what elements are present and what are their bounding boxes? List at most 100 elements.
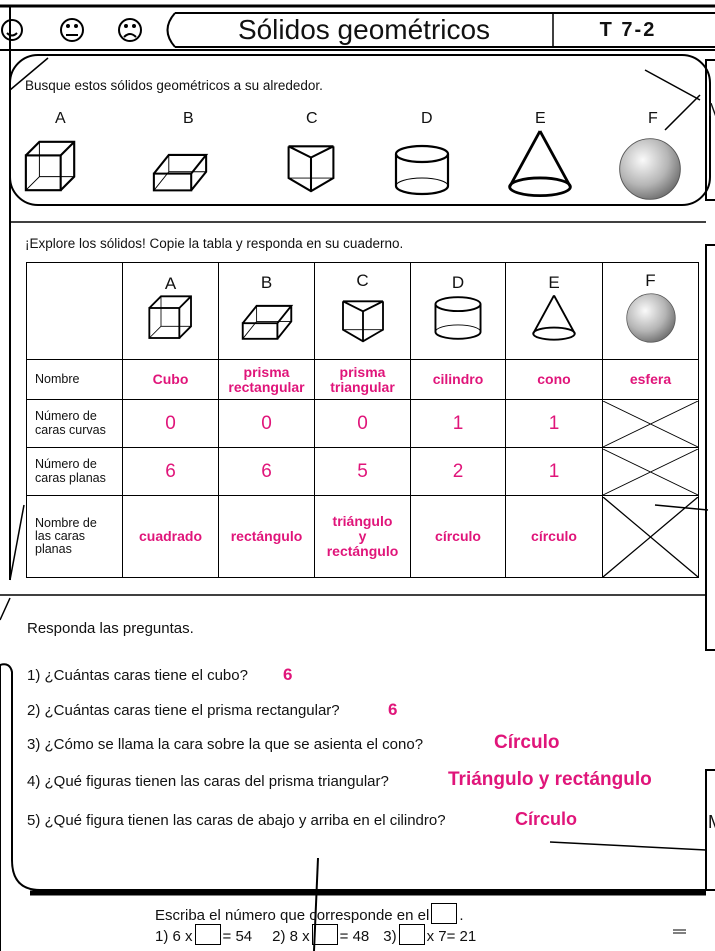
column-letter: A (164, 273, 177, 293)
frames (0, 4, 715, 951)
table-cell: cono (505, 359, 603, 400)
solid-drawing (240, 303, 293, 340)
header-cell: A (122, 262, 219, 360)
header-cell: F (602, 262, 699, 360)
row-label: Nombre de las caras planas (26, 495, 123, 578)
row-label: Número de caras planas (26, 447, 123, 496)
table-cell: 0 (314, 399, 411, 448)
answer: Círculo (515, 809, 578, 829)
solid-drawing (341, 299, 384, 342)
header-cell: D (410, 262, 506, 360)
question: 5) ¿Qué figura tienen las caras de abajo… (27, 812, 446, 829)
column-letter: E (548, 272, 560, 292)
instruction: Busque estos sólidos geométricos a su al… (25, 78, 323, 93)
solids-row (24, 129, 681, 200)
table-row: Nombre de las caras planas cuadrado rectán… (26, 495, 699, 578)
footer-instruction: Escriba el número que corresponde en el. (155, 903, 464, 924)
exercise: 2) 8 x = 48 (272, 924, 370, 945)
cylinder-drawing (394, 144, 450, 196)
table-cell: esfera (602, 359, 699, 400)
solid-label: D (421, 110, 433, 127)
answer-box (311, 924, 338, 945)
column-letter: B (260, 272, 273, 292)
table-cell: 2 (410, 447, 506, 496)
table-cell: 1 (505, 447, 603, 496)
exercise-text: = 54 (222, 928, 253, 945)
solid-label: A (55, 110, 66, 127)
cross-mark (603, 400, 698, 447)
instruction: ¡Explore los sólidos! Copie la tabla y r… (25, 236, 404, 251)
header-cell: C (314, 262, 411, 360)
column-letter: D (451, 272, 465, 292)
table-cell: 1 (505, 399, 603, 448)
header-row: A B C D E F (26, 262, 699, 360)
solid-label: C (306, 110, 318, 127)
questions-heading: Responda las preguntas. (27, 620, 194, 637)
crossed-cell (602, 447, 699, 496)
sphere-drawing (619, 138, 681, 200)
footer-text: Escriba el número que corresponde en el (155, 907, 430, 924)
table-cell: 1 (410, 399, 506, 448)
exercise-text: 3) (383, 928, 397, 945)
table-cell: Cubo (122, 359, 219, 400)
crossed-cell (602, 399, 699, 448)
table-cell: 5 (314, 447, 411, 496)
table-cell: 0 (122, 399, 219, 448)
column-letter: F (645, 270, 656, 290)
table-cell: rectángulo (218, 495, 315, 578)
solid-drawing (532, 293, 576, 341)
table-cell: prisma triangular (314, 359, 411, 400)
answer-box (398, 924, 425, 945)
solid-drawing (434, 295, 482, 340)
header-cell: E (505, 262, 603, 360)
cone-drawing (508, 129, 572, 198)
table-row: Número de caras planas 6 6 5 2 1 (26, 447, 699, 496)
cross-mark (603, 496, 698, 577)
solid-label: F (648, 110, 658, 127)
exercises: 1) 6 x = 54 2) 8 x = 48 3) x 7= 21 (155, 924, 476, 945)
question: 4) ¿Qué figuras tienen las caras del pri… (27, 773, 389, 790)
header-cell: B (218, 262, 315, 360)
table-cell: cilindro (410, 359, 506, 400)
answer: 6 (283, 665, 293, 684)
answer: Triángulo y rectángulo (448, 769, 652, 790)
rect-prism-drawing (152, 153, 208, 192)
exercise-text: 1) 6 x (155, 928, 193, 945)
answer-box (194, 924, 221, 945)
table-row: Número de caras curvas 0 0 0 1 1 (26, 399, 699, 448)
solid-label: B (183, 110, 194, 127)
cube-drawing (24, 140, 76, 192)
row-label: Número de caras curvas (26, 399, 123, 448)
solid-label: E (535, 110, 546, 127)
answer: 6 (388, 700, 398, 719)
cross-mark (603, 448, 698, 495)
question: 2) ¿Cuántas caras tiene el prisma rectan… (27, 702, 340, 719)
table-cell: prisma rectangular (218, 359, 315, 400)
exercise: 3) x 7= 21 (383, 924, 477, 945)
table-cell: 6 (218, 447, 315, 496)
table-row: Nombre Cubo prisma rectangular prisma trian… (26, 359, 699, 400)
crossed-cell (602, 495, 699, 578)
exercise-text: = 48 (339, 928, 370, 945)
table-cell: triángulo y rectángulo (314, 495, 411, 578)
column-letter: C (356, 270, 369, 290)
question: 3) ¿Cómo se llama la cara sobre la que s… (27, 736, 424, 753)
answer-box (431, 903, 458, 924)
title: Sólidos geométricos (237, 14, 491, 45)
table-cell: cuadrado (122, 495, 219, 578)
footer-text: . (459, 907, 464, 924)
row-label: Nombre (26, 359, 123, 400)
exercise: 1) 6 x = 54 (155, 924, 253, 945)
side-tab: M (708, 100, 715, 121)
answer: Círculo (494, 732, 560, 753)
exercise-text: x 7= 21 (426, 928, 477, 945)
table-cell: círculo (410, 495, 506, 578)
exercise-text: 2) 8 x (272, 928, 310, 945)
solid-drawing (625, 292, 676, 343)
side-tab: M (708, 812, 715, 833)
table-cell: 6 (122, 447, 219, 496)
question: 1) ¿Cuántas caras tiene el cubo? (27, 667, 248, 684)
lesson-code: T 7-2 (599, 19, 657, 41)
